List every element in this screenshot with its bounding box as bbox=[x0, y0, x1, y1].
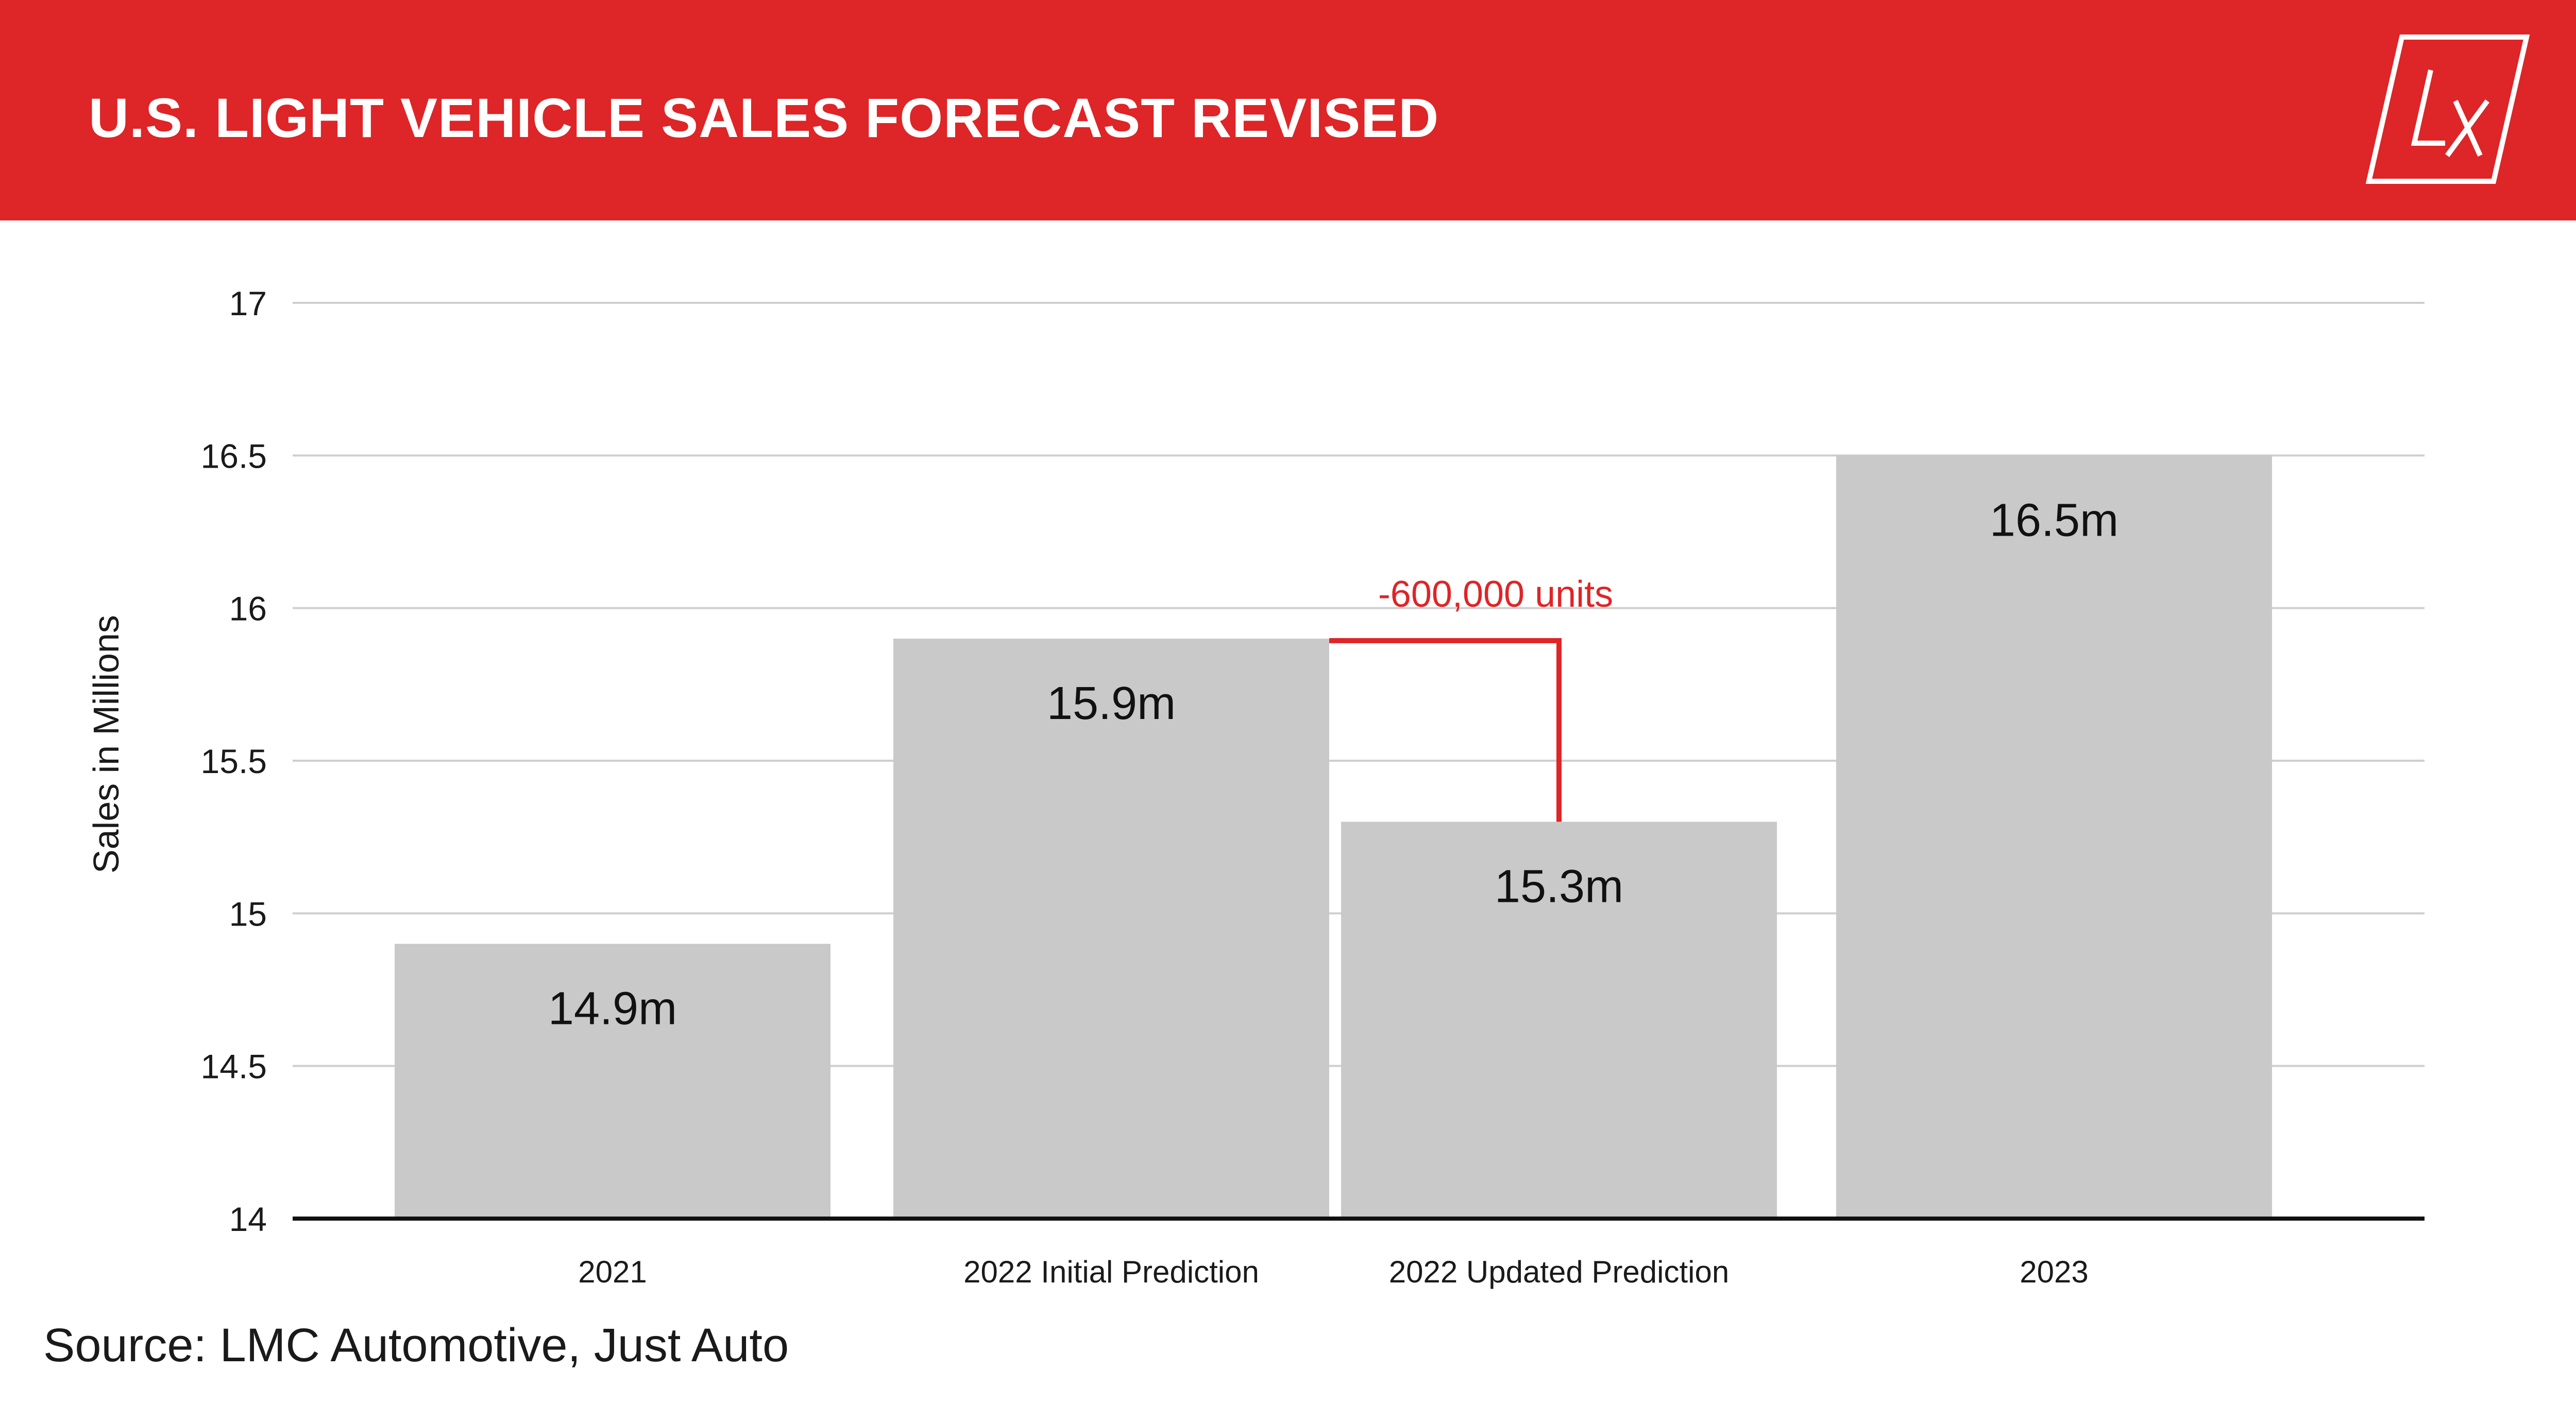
data-label: 15.9m bbox=[1047, 678, 1176, 729]
bar bbox=[395, 944, 831, 1219]
bar bbox=[1836, 455, 2272, 1219]
difference-bracket bbox=[1329, 638, 1562, 822]
y-tick-label: 14 bbox=[229, 1200, 267, 1238]
source-note: Source: LMC Automotive, Just Auto bbox=[43, 1319, 789, 1372]
x-tick-label: 2021 bbox=[578, 1255, 647, 1289]
title-banner: U.S. LIGHT VEHICLE SALES FORECAST REVISE… bbox=[0, 0, 2576, 220]
x-tick-label: 2023 bbox=[2020, 1255, 2088, 1289]
y-tick-label: 15 bbox=[229, 895, 267, 933]
bar bbox=[893, 638, 1329, 1219]
y-tick-label: 14.5 bbox=[201, 1048, 267, 1086]
lx-logo-icon bbox=[2365, 35, 2530, 184]
bar bbox=[1341, 821, 1777, 1219]
y-tick-label: 16.5 bbox=[201, 437, 267, 475]
x-tick-label: 2022 Initial Prediction bbox=[963, 1255, 1259, 1289]
difference-annotation: -600,000 units bbox=[1378, 574, 1613, 615]
x-tick-label: 2022 Updated Prediction bbox=[1389, 1255, 1729, 1289]
y-tick-label: 16 bbox=[229, 590, 267, 628]
y-tick-label: 15.5 bbox=[201, 742, 267, 780]
y-axis-label: Sales in Millions bbox=[86, 615, 126, 874]
y-tick-label: 17 bbox=[229, 284, 267, 322]
data-label: 14.9m bbox=[548, 983, 677, 1035]
data-label: 15.3m bbox=[1495, 861, 1623, 913]
chart-title: U.S. LIGHT VEHICLE SALES FORECAST REVISE… bbox=[89, 87, 1439, 149]
data-label: 16.5m bbox=[1990, 494, 2119, 546]
